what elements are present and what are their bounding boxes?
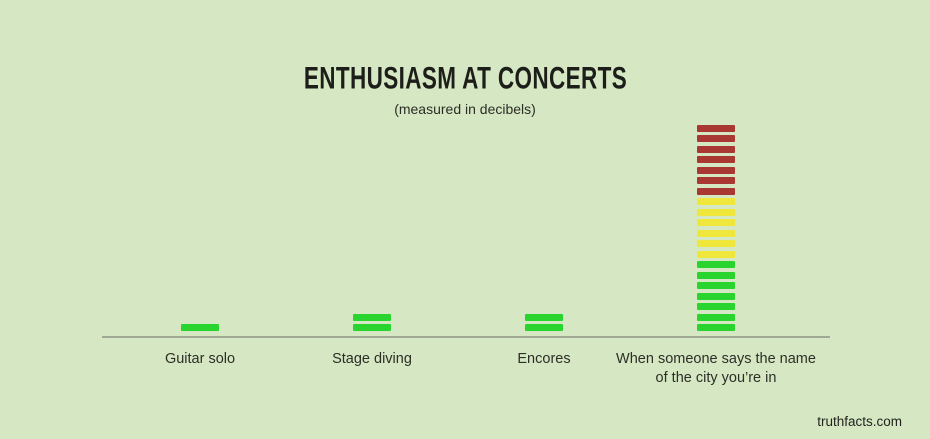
bar-2 <box>525 313 563 331</box>
bar-segment-green <box>697 282 735 289</box>
source-watermark: truthfacts.com <box>817 414 902 429</box>
x-axis-line <box>102 336 830 338</box>
chart-subtitle: (measured in decibels) <box>394 101 536 117</box>
bar-segment-yellow <box>697 240 735 247</box>
bar-segment-green <box>697 261 735 268</box>
bar-segment-green <box>697 292 735 300</box>
bar-segment-red <box>697 145 735 153</box>
bar-segment-red <box>697 135 735 142</box>
bar-segment-green <box>697 271 735 279</box>
bar-segment-red <box>697 166 735 174</box>
bar-segment-green <box>353 324 391 331</box>
category-label-encores: Encores <box>517 351 571 367</box>
category-label-guitar-solo: Guitar solo <box>164 351 236 367</box>
bar-segment-green <box>181 324 219 331</box>
bar-segment-yellow <box>697 229 735 237</box>
bar-segment-red <box>697 177 735 184</box>
category-label-stage-diving: Stage diving <box>332 351 412 367</box>
bar-segment-green <box>525 324 563 331</box>
bar-segment-red <box>697 156 735 163</box>
category-label-city-name: When someone says the name of the city y… <box>616 351 816 386</box>
bar-0 <box>181 324 219 331</box>
bar-segment-yellow <box>697 198 735 205</box>
bar-segment-green <box>525 313 563 321</box>
bar-segment-green <box>697 313 735 321</box>
chart-title-text: ENTHUSIASM AT CONCERTS <box>303 61 627 96</box>
bar-1 <box>353 313 391 331</box>
bar-segment-yellow <box>697 208 735 216</box>
bar-segment-yellow <box>697 219 735 226</box>
bar-3 <box>697 124 735 331</box>
bar-segment-yellow <box>697 250 735 258</box>
bar-segment-green <box>697 324 735 331</box>
bar-segment-red <box>697 187 735 195</box>
bar-segment-red <box>697 124 735 132</box>
bar-segment-green <box>353 313 391 321</box>
bar-segment-green <box>697 303 735 310</box>
chart-title: ENTHUSIASM AT CONCERTS <box>0 61 930 96</box>
